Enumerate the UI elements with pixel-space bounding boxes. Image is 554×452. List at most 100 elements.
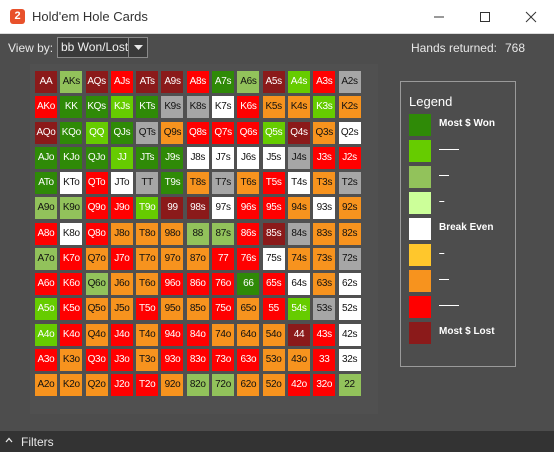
hand-cell[interactable]: J5s	[262, 146, 285, 169]
hand-cell[interactable]: JTs	[136, 146, 159, 169]
hand-cell[interactable]: 52s	[338, 298, 361, 321]
hand-cell[interactable]: T6o	[136, 273, 159, 295]
hand-cell[interactable]: J8s	[186, 146, 209, 169]
hand-cell[interactable]: 62o	[237, 374, 260, 396]
hand-cell[interactable]: A9s	[161, 71, 184, 93]
hand-cell[interactable]: A6s	[237, 71, 260, 93]
hand-cell[interactable]: 84s	[287, 222, 310, 245]
hand-cell[interactable]: K4o	[60, 323, 83, 346]
hand-cell[interactable]: K9o	[60, 197, 83, 220]
hand-cell[interactable]: 53o	[262, 348, 285, 371]
hand-cell[interactable]: 32o	[313, 374, 336, 396]
hand-cell[interactable]: 82o	[186, 374, 209, 396]
view-by-select[interactable]: bb Won/Lost	[57, 37, 148, 58]
hand-cell[interactable]: J4s	[287, 146, 310, 169]
hand-cell[interactable]: TT	[136, 172, 159, 194]
hand-cell[interactable]: 63o	[237, 348, 260, 371]
hand-cell[interactable]: KTs	[136, 96, 159, 119]
hand-cell[interactable]: Q9o	[85, 197, 108, 220]
hand-cell[interactable]: K3o	[60, 348, 83, 371]
hand-cell[interactable]: Q9s	[161, 121, 184, 144]
hand-cell[interactable]: 94o	[161, 323, 184, 346]
maximize-button[interactable]	[462, 0, 508, 33]
hand-cell[interactable]: AJs	[110, 71, 133, 93]
hand-cell[interactable]: 42s	[338, 323, 361, 346]
hand-cell[interactable]: T4s	[287, 172, 310, 194]
hand-cell[interactable]: 73s	[313, 247, 336, 270]
hand-cell[interactable]: J7s	[212, 146, 235, 169]
hand-cell[interactable]: Q5s	[262, 121, 285, 144]
hand-cell[interactable]: J9s	[161, 146, 184, 169]
hand-cell[interactable]: J2s	[338, 146, 361, 169]
hand-cell[interactable]: QQ	[85, 121, 108, 144]
hand-cell[interactable]: 42o	[287, 374, 310, 396]
hand-cell[interactable]: 86o	[186, 273, 209, 295]
hand-cell[interactable]: 77	[212, 247, 235, 270]
close-button[interactable]	[508, 0, 554, 33]
hand-cell[interactable]: A7s	[212, 71, 235, 93]
hand-cell[interactable]: A6o	[35, 273, 57, 295]
hand-cell[interactable]: K7s	[212, 96, 235, 119]
hand-cell[interactable]: K8s	[186, 96, 209, 119]
hand-cell[interactable]: KTo	[60, 172, 83, 194]
hand-cell[interactable]: J3o	[110, 348, 133, 371]
hand-cell[interactable]: Q7s	[212, 121, 235, 144]
hand-cell[interactable]: A7o	[35, 247, 57, 270]
hand-cell[interactable]: A9o	[35, 197, 57, 220]
hand-cell[interactable]: T7s	[212, 172, 235, 194]
hand-cell[interactable]: A4s	[287, 71, 310, 93]
hand-cell[interactable]: A3o	[35, 348, 57, 371]
hand-cell[interactable]: 93o	[161, 348, 184, 371]
hand-cell[interactable]: 76o	[212, 273, 235, 295]
hand-cell[interactable]: T3o	[136, 348, 159, 371]
hand-cell[interactable]: 75s	[262, 247, 285, 270]
hand-cell[interactable]: Q2o	[85, 374, 108, 396]
hand-cell[interactable]: T8s	[186, 172, 209, 194]
hand-cell[interactable]: A8s	[186, 71, 209, 93]
hand-cell[interactable]: 96s	[237, 197, 260, 220]
hand-cell[interactable]: T3s	[313, 172, 336, 194]
hand-cell[interactable]: T5s	[262, 172, 285, 194]
hand-cell[interactable]: J4o	[110, 323, 133, 346]
hand-cell[interactable]: 87s	[212, 222, 235, 245]
hand-cell[interactable]: 72s	[338, 247, 361, 270]
hand-cell[interactable]: 66	[237, 273, 260, 295]
hand-cell[interactable]: 76s	[237, 247, 260, 270]
hand-cell[interactable]: QJo	[85, 146, 108, 169]
hand-cell[interactable]: KK	[60, 96, 83, 119]
hand-cell[interactable]: K3s	[313, 96, 336, 119]
hand-cell[interactable]: 55	[262, 298, 285, 321]
hand-cell[interactable]: 72o	[212, 374, 235, 396]
hand-cell[interactable]: KQo	[60, 121, 83, 144]
hand-cell[interactable]: Q3o	[85, 348, 108, 371]
hand-cell[interactable]: A5s	[262, 71, 285, 93]
hand-cell[interactable]: QTo	[85, 172, 108, 194]
hand-cell[interactable]: J7o	[110, 247, 133, 270]
hand-cell[interactable]: J9o	[110, 197, 133, 220]
hand-cell[interactable]: AJo	[35, 146, 57, 169]
hand-cell[interactable]: T2s	[338, 172, 361, 194]
hand-cell[interactable]: A3s	[313, 71, 336, 93]
hand-cell[interactable]: 98s	[186, 197, 209, 220]
hand-cell[interactable]: T8o	[136, 222, 159, 245]
hand-cell[interactable]: QJs	[110, 121, 133, 144]
hand-cell[interactable]: 85o	[186, 298, 209, 321]
hand-cell[interactable]: ATs	[136, 71, 159, 93]
hand-cell[interactable]: 75o	[212, 298, 235, 321]
hand-cell[interactable]: K7o	[60, 247, 83, 270]
hand-cell[interactable]: 96o	[161, 273, 184, 295]
hand-cell[interactable]: A2s	[338, 71, 361, 93]
hand-cell[interactable]: JTo	[110, 172, 133, 194]
hand-cell[interactable]: 92s	[338, 197, 361, 220]
hand-cell[interactable]: 53s	[313, 298, 336, 321]
hand-cell[interactable]: 43s	[313, 323, 336, 346]
hand-cell[interactable]: Q4s	[287, 121, 310, 144]
hand-cell[interactable]: 97o	[161, 247, 184, 270]
hand-cell[interactable]: K8o	[60, 222, 83, 245]
hand-cell[interactable]: J6o	[110, 273, 133, 295]
hand-cell[interactable]: Q7o	[85, 247, 108, 270]
hand-cell[interactable]: 62s	[338, 273, 361, 295]
hand-cell[interactable]: K6s	[237, 96, 260, 119]
hand-cell[interactable]: T2o	[136, 374, 159, 396]
hand-cell[interactable]: KJs	[110, 96, 133, 119]
